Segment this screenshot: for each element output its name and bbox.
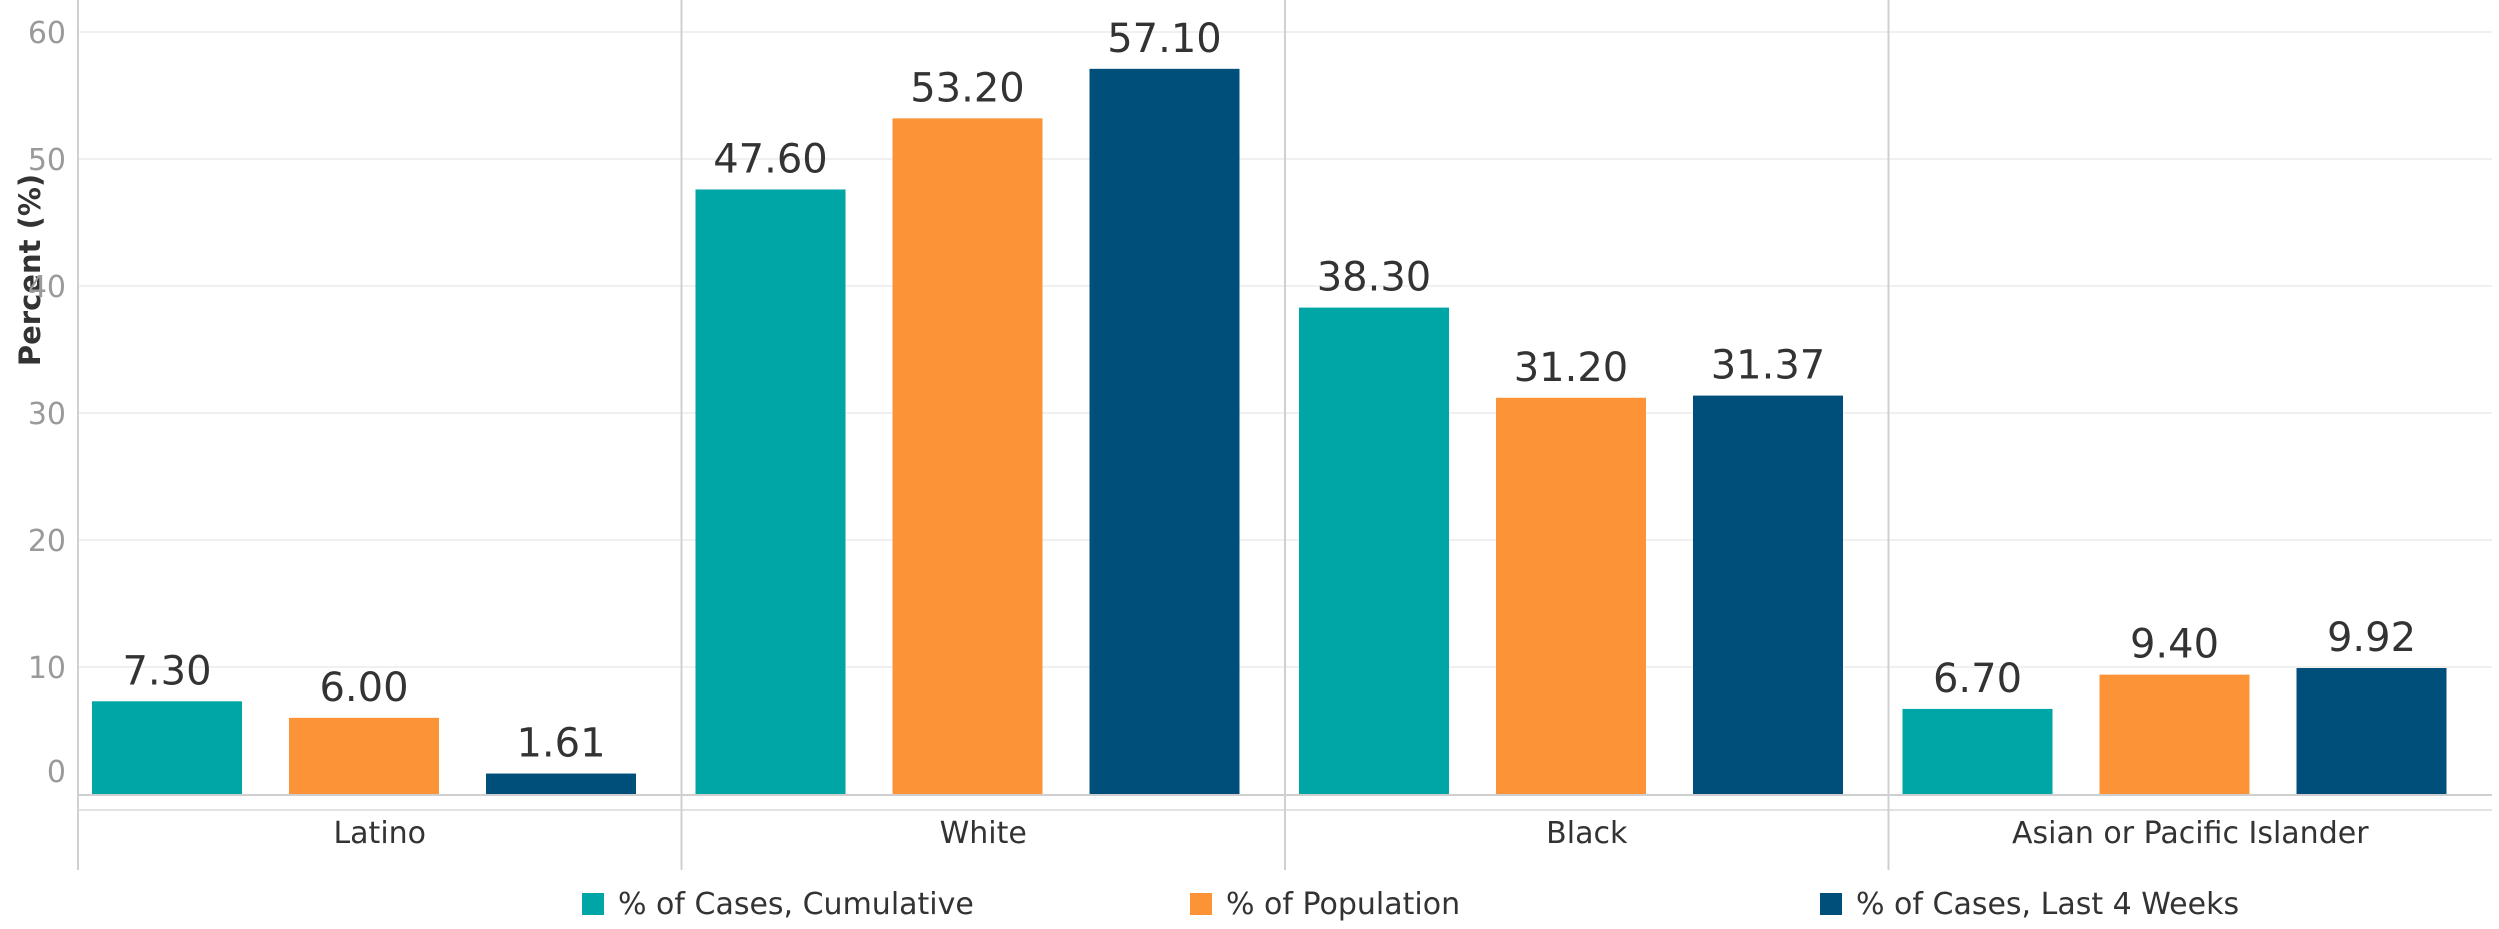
y-tick-label: 30 <box>28 397 66 432</box>
data-label: 57.10 <box>1107 16 1222 62</box>
bar <box>92 701 242 794</box>
data-label: 53.20 <box>910 65 1025 111</box>
bar <box>1299 307 1449 794</box>
bar <box>2099 674 2250 794</box>
category-label: Asian or Pacific Islander <box>2012 816 2369 851</box>
legend-label: % of Cases, Cumulative <box>618 887 974 922</box>
legend-swatch <box>1190 893 1212 915</box>
bar <box>892 118 1043 795</box>
data-label: 6.00 <box>319 665 408 711</box>
data-label: 9.92 <box>2327 615 2416 661</box>
bar <box>1693 395 1843 794</box>
bar <box>1089 68 1240 794</box>
data-label: 9.40 <box>2130 622 2219 668</box>
legend-label: % of Population <box>1226 887 1460 922</box>
bar <box>289 717 439 794</box>
data-label: 6.70 <box>1933 656 2022 702</box>
data-label: 1.61 <box>516 721 605 767</box>
bar <box>1496 397 1646 794</box>
data-label: 38.30 <box>1317 255 1432 301</box>
y-tick-label: 20 <box>28 524 66 559</box>
legend-swatch <box>1820 893 1842 915</box>
bar <box>2296 668 2447 794</box>
category-label: White <box>940 816 1027 851</box>
legend-swatch <box>582 893 604 915</box>
y-tick-label: 50 <box>28 143 66 178</box>
bar <box>486 773 636 794</box>
data-label: 7.30 <box>122 648 211 694</box>
data-label: 31.20 <box>1514 345 1629 391</box>
y-tick-label: 40 <box>28 270 66 305</box>
y-tick-label: 60 <box>28 16 66 51</box>
legend-label: % of Cases, Last 4 Weeks <box>1856 887 2239 922</box>
bar <box>695 189 846 795</box>
y-tick-label: 10 <box>28 651 66 686</box>
category-label: Latino <box>333 816 426 851</box>
data-label: 47.60 <box>713 136 828 182</box>
y-axis-title: Percent (%) <box>13 174 47 366</box>
category-label: Black <box>1546 816 1628 851</box>
bar <box>1902 708 2053 794</box>
y-tick-label: 0 <box>47 755 66 790</box>
data-label: 31.37 <box>1711 343 1826 389</box>
